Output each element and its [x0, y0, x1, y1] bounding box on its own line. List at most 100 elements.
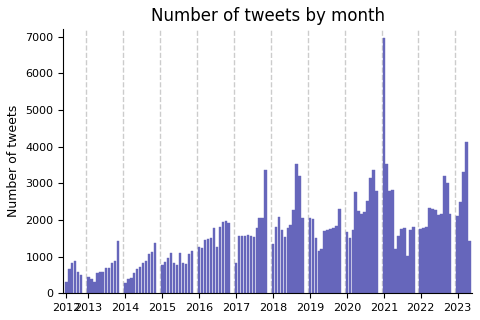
Bar — [440, 214, 443, 293]
Bar — [449, 214, 452, 293]
Bar — [201, 248, 204, 293]
Bar — [287, 228, 289, 293]
Bar — [71, 263, 73, 293]
Bar — [258, 218, 261, 293]
Bar — [262, 218, 264, 293]
Bar — [139, 267, 142, 293]
Bar — [154, 243, 156, 293]
Bar — [468, 241, 471, 293]
Title: Number of tweets by month: Number of tweets by month — [151, 7, 385, 25]
Bar — [136, 269, 138, 293]
Bar — [272, 244, 274, 293]
Bar — [225, 221, 227, 293]
Bar — [182, 263, 184, 293]
Bar — [264, 170, 267, 293]
Bar — [111, 263, 113, 293]
Bar — [412, 227, 415, 293]
Bar — [425, 227, 428, 293]
Bar — [191, 251, 193, 293]
Bar — [326, 229, 329, 293]
Bar — [465, 142, 468, 293]
Bar — [383, 38, 385, 293]
Bar — [74, 261, 76, 293]
Bar — [335, 226, 338, 293]
Bar — [77, 272, 79, 293]
Bar — [309, 218, 311, 293]
Bar — [462, 172, 465, 293]
Bar — [420, 229, 422, 293]
Bar — [133, 273, 135, 293]
Bar — [247, 235, 249, 293]
Bar — [210, 238, 212, 293]
Bar — [363, 212, 366, 293]
Bar — [241, 236, 243, 293]
Bar — [456, 216, 459, 293]
Bar — [375, 191, 378, 293]
Bar — [173, 263, 175, 293]
Bar — [235, 263, 238, 293]
Bar — [422, 228, 425, 293]
Bar — [409, 229, 411, 293]
Bar — [388, 191, 391, 293]
Bar — [395, 249, 397, 293]
Bar — [216, 247, 218, 293]
Bar — [324, 231, 326, 293]
Bar — [360, 214, 363, 293]
Bar — [434, 210, 437, 293]
Bar — [369, 178, 372, 293]
Bar — [446, 183, 448, 293]
Bar — [148, 254, 150, 293]
Bar — [372, 170, 375, 293]
Bar — [338, 209, 341, 293]
Bar — [400, 229, 403, 293]
Bar — [284, 237, 286, 293]
Bar — [299, 176, 301, 293]
Bar — [244, 236, 246, 293]
Bar — [252, 237, 255, 293]
Bar — [145, 261, 147, 293]
Bar — [428, 207, 431, 293]
Bar — [329, 229, 332, 293]
Bar — [250, 236, 252, 293]
Bar — [117, 241, 119, 293]
Bar — [204, 240, 206, 293]
Bar — [459, 202, 462, 293]
Bar — [292, 211, 295, 293]
Bar — [102, 272, 105, 293]
Bar — [351, 230, 354, 293]
Bar — [228, 222, 230, 293]
Bar — [346, 232, 348, 293]
Bar — [354, 192, 357, 293]
Y-axis label: Number of tweets: Number of tweets — [7, 105, 20, 217]
Bar — [318, 251, 320, 293]
Bar — [68, 269, 71, 293]
Bar — [255, 228, 258, 293]
Bar — [222, 222, 224, 293]
Bar — [277, 217, 280, 293]
Bar — [332, 228, 335, 293]
Bar — [93, 282, 96, 293]
Bar — [161, 266, 164, 293]
Bar — [218, 227, 221, 293]
Bar — [289, 226, 292, 293]
Bar — [188, 254, 190, 293]
Bar — [406, 256, 408, 293]
Bar — [366, 201, 369, 293]
Bar — [185, 264, 187, 293]
Bar — [431, 209, 434, 293]
Bar — [99, 272, 101, 293]
Bar — [312, 219, 314, 293]
Bar — [295, 164, 298, 293]
Bar — [164, 262, 167, 293]
Bar — [179, 253, 181, 293]
Bar — [142, 262, 144, 293]
Bar — [124, 283, 127, 293]
Bar — [397, 236, 400, 293]
Bar — [301, 218, 304, 293]
Bar — [207, 239, 209, 293]
Bar — [108, 268, 110, 293]
Bar — [87, 277, 90, 293]
Bar — [127, 279, 130, 293]
Bar — [348, 237, 351, 293]
Bar — [90, 279, 93, 293]
